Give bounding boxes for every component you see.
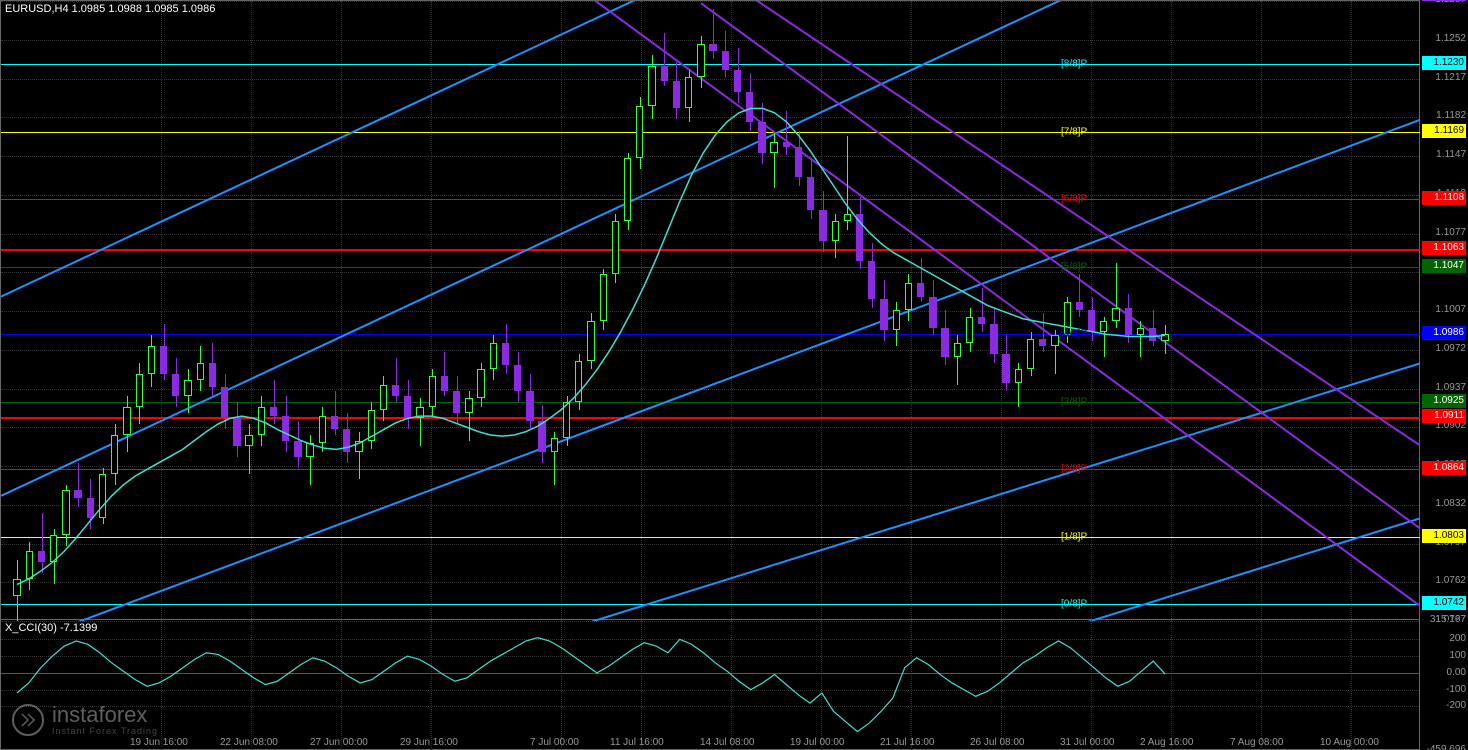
price-panel[interactable]: EURUSD,H4 1.0985 1.0988 1.0985 1.0986 [+…	[0, 0, 1420, 620]
watermark-brand: instaforex	[52, 704, 158, 726]
chart-container: EURUSD,H4 1.0985 1.0988 1.0985 1.0986 [+…	[0, 0, 1468, 750]
indicator-panel[interactable]: X_CCI(30) -7.1399	[0, 620, 1420, 750]
indicator-axis: 315.1672001000.00-100-200-459.696	[1420, 620, 1468, 750]
indicator-title: X_CCI(30) -7.1399	[5, 622, 97, 634]
time-axis: 19 Jun 16:0022 Jun 08:0027 Jun 00:0029 J…	[0, 732, 1420, 750]
watermark: instaforex Instant Forex Trading	[12, 704, 158, 736]
watermark-logo-icon	[12, 704, 44, 736]
chart-title: EURUSD,H4 1.0985 1.0988 1.0985 1.0986	[5, 3, 215, 15]
watermark-tagline: Instant Forex Trading	[52, 726, 158, 736]
price-axis: 1.12871.12521.12171.11821.11471.11121.10…	[1420, 0, 1468, 620]
